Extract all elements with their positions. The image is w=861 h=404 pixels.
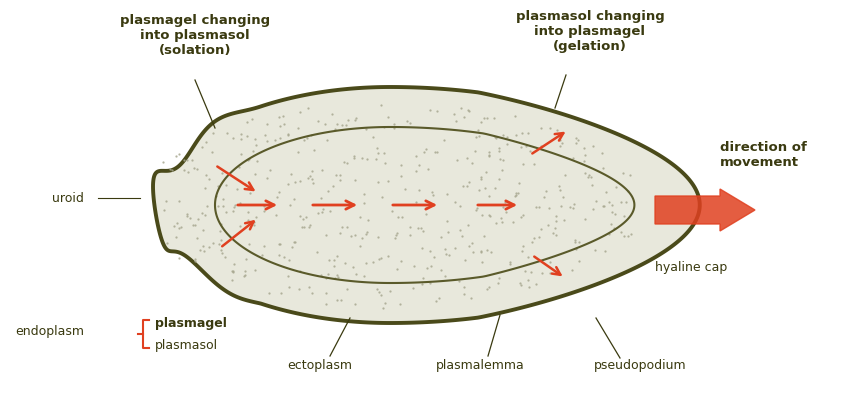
Text: direction of
movement: direction of movement [719,141,806,169]
Polygon shape [153,87,699,323]
Text: pseudopodium: pseudopodium [593,358,685,372]
Text: plasmagel changing
into plasmasol
(solation): plasmagel changing into plasmasol (solat… [120,14,269,57]
Text: plasmalemma: plasmalemma [435,358,523,372]
Text: plasmasol changing
into plasmagel
(gelation): plasmasol changing into plasmagel (gelat… [515,10,664,53]
Text: plasmagel: plasmagel [155,316,226,330]
Text: uroid: uroid [52,191,84,204]
Text: hyaline cap: hyaline cap [654,261,727,274]
Text: endoplasm: endoplasm [15,326,84,339]
FancyArrow shape [654,189,754,231]
Text: ectoplasm: ectoplasm [288,358,352,372]
Text: plasmasol: plasmasol [155,339,218,353]
